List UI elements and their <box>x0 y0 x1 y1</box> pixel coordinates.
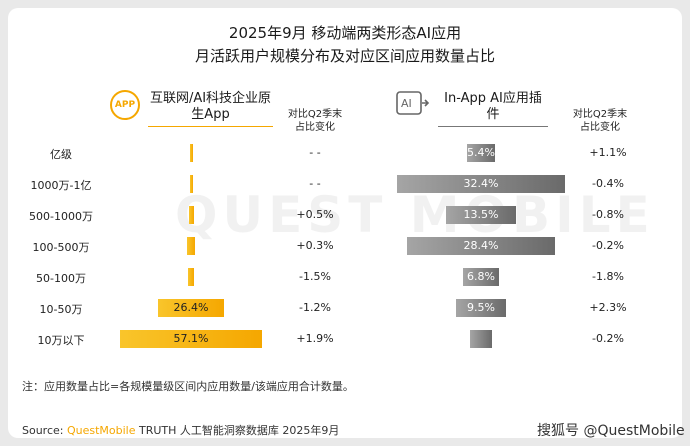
left-compare-header: 对比Q2季末占比变化 <box>287 109 343 133</box>
right-bar <box>396 175 566 193</box>
right-comparison-value: -0.8% <box>592 208 624 221</box>
row-label: 10万以下 <box>37 334 85 347</box>
footnote: 注：应用数量占比=各规模量级区间内应用数量/该端应用合计数量。 <box>22 380 354 393</box>
left-bar <box>119 330 263 348</box>
right-panel-title: In-App AI应用插件 <box>444 91 542 122</box>
right-comparison-value: -1.8% <box>592 270 624 283</box>
right-bar <box>445 206 517 224</box>
left-panel-title: 互联网/AI科技企业原生App <box>149 91 272 122</box>
right-bar-label: 9.5% <box>467 301 495 314</box>
right-bar-label: 28.4% <box>463 239 499 252</box>
right-bar <box>466 144 496 162</box>
row-label: 10-50万 <box>39 303 83 316</box>
left-bar <box>186 237 196 255</box>
right-bar-label: 6.8% <box>467 270 495 283</box>
right-comparison-value: +1.1% <box>589 146 627 159</box>
left-comparison-value: -1.5% <box>299 270 331 283</box>
credit: 搜狐号 @QuestMobile <box>537 423 685 439</box>
source-line: Source: QuestMobile TRUTH 人工智能洞察数据库 2025… <box>22 422 339 438</box>
watermark: QUEST MOBILE <box>175 186 655 244</box>
row-label: 亿级 <box>50 148 72 161</box>
chart-title: 2025年9月 移动端两类形态AI应用 <box>228 24 462 42</box>
left-bar <box>188 206 194 224</box>
ai-icon-text: AI <box>401 97 412 110</box>
left-bar <box>189 175 193 193</box>
left-bar <box>189 144 193 162</box>
right-bar <box>463 268 499 286</box>
left-comparison-value: +0.5% <box>296 208 334 221</box>
right-bar-label: 32.4% <box>463 177 499 190</box>
right-bar <box>407 237 555 255</box>
left-comparison-value: - - <box>309 146 321 159</box>
chart-subtitle: 月活跃用户规模分布及对应区间应用数量占比 <box>194 47 495 65</box>
row-label: 500-1000万 <box>29 210 93 223</box>
right-compare-header: 对比Q2季末占比变化 <box>572 109 628 133</box>
right-comparison-value: -0.4% <box>592 177 624 190</box>
left-comparison-value: - - <box>309 177 321 190</box>
row-label: 100-500万 <box>32 241 90 254</box>
left-comparison-value: +0.3% <box>296 239 334 252</box>
right-comparison-value: +2.3% <box>589 301 627 314</box>
right-comparison-value: -0.2% <box>592 239 624 252</box>
source-prefix: Source: <box>22 424 67 437</box>
row-label: 1000万-1亿 <box>30 179 92 192</box>
left-comparison-value: +1.9% <box>296 332 334 345</box>
left-bar-label: 57.1% <box>173 332 209 345</box>
left-bar-label: 26.4% <box>173 301 209 314</box>
left-comparison-value: -1.2% <box>299 301 331 314</box>
source-brand: QuestMobile <box>66 424 136 437</box>
right-comparison-value: -0.2% <box>592 332 624 345</box>
right-bar <box>470 330 492 348</box>
row-label: 50-100万 <box>36 272 86 285</box>
left-bar <box>158 299 224 317</box>
app-icon: APP <box>110 90 140 120</box>
right-header-underline <box>438 126 548 127</box>
right-bar-label: 13.5% <box>463 208 499 221</box>
left-bar <box>187 268 195 286</box>
ai-plugin-icon: AI <box>396 91 430 115</box>
source-rest: TRUTH 人工智能洞察数据库 2025年9月 <box>135 424 340 437</box>
left-header-underline <box>148 126 273 127</box>
right-bar-label: 5.4% <box>467 146 495 159</box>
right-bar <box>456 299 506 317</box>
chart-card <box>8 8 682 438</box>
